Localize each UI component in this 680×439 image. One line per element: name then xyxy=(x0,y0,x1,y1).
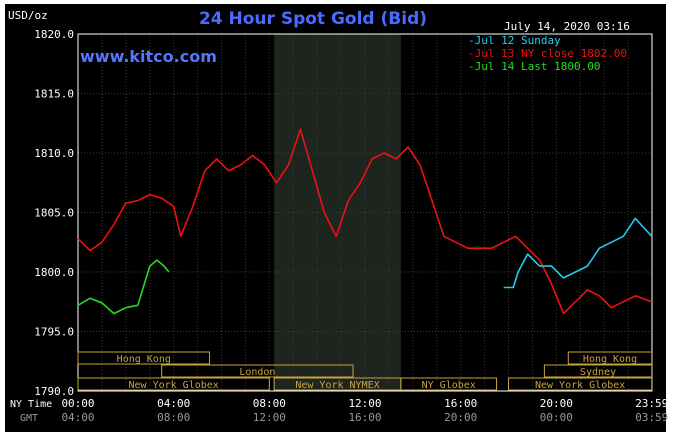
x-tick-label-ny: 04:00 xyxy=(157,397,190,410)
x-row-label-ny: NY Time xyxy=(10,399,52,410)
session-bar xyxy=(567,351,653,365)
session-label: NY Globex xyxy=(422,380,476,391)
session-bar xyxy=(508,377,653,391)
y-tick-label: 1810.0 xyxy=(34,147,74,160)
series-line xyxy=(77,128,653,315)
x-tick-label-gmt: 12:00 xyxy=(253,411,286,424)
session-label: Sydney xyxy=(580,367,616,378)
session-bar xyxy=(543,364,653,378)
legend-entry: -Jul 13 NY close 1802.00 xyxy=(468,47,627,60)
session-bar xyxy=(161,364,354,378)
series-line xyxy=(77,259,170,315)
x-tick-label-ny: 16:00 xyxy=(444,397,477,410)
session-bar xyxy=(77,351,211,365)
series-line xyxy=(503,217,653,289)
y-tick-label: 1800.0 xyxy=(34,266,74,279)
x-tick-label-ny: 12:00 xyxy=(348,397,381,410)
x-tick-label-gmt: 08:00 xyxy=(157,411,190,424)
y-tick-label: 1805.0 xyxy=(34,207,74,220)
x-tick-label-gmt: 04:00 xyxy=(61,411,94,424)
session-label: New York NYMEX xyxy=(295,380,379,391)
x-tick-label-ny: 00:00 xyxy=(61,397,94,410)
x-tick-label-ny: 20:00 xyxy=(540,397,573,410)
session-label: New York Globex xyxy=(535,380,625,391)
y-axis-unit-label: USD/oz xyxy=(8,9,48,22)
session-bar xyxy=(77,377,270,391)
watermark-label: www.kitco.com xyxy=(80,47,217,66)
legend-entry: -Jul 14 Last 1800.00 xyxy=(468,60,600,73)
session-label: New York Globex xyxy=(129,380,219,391)
y-tick-label: 1795.0 xyxy=(34,326,74,339)
x-tick-label-ny: 23:59 xyxy=(635,397,668,410)
legend-entry: -Jul 12 Sunday xyxy=(468,34,561,47)
session-label: London xyxy=(239,367,275,378)
chart-date-label: July 14, 2020 03:16 xyxy=(504,20,630,33)
nymex-shaded-region xyxy=(274,34,401,391)
x-row-label-gmt: GMT xyxy=(20,413,38,424)
y-tick-label: 1820.0 xyxy=(34,28,74,41)
session-label: Hong Kong xyxy=(583,354,637,365)
y-tick-label: 1790.0 xyxy=(34,385,74,398)
x-tick-label-gmt: 20:00 xyxy=(444,411,477,424)
x-tick-label-gmt: 03:59 xyxy=(635,411,668,424)
x-tick-label-gmt: 00:00 xyxy=(540,411,573,424)
x-tick-label-gmt: 16:00 xyxy=(348,411,381,424)
session-label: Hong Kong xyxy=(117,354,171,365)
chart-title: 24 Hour Spot Gold (Bid) xyxy=(199,9,427,29)
y-tick-label: 1815.0 xyxy=(34,88,74,101)
plot-border xyxy=(77,33,653,392)
x-tick-label-ny: 08:00 xyxy=(253,397,286,410)
session-bar xyxy=(400,377,498,391)
